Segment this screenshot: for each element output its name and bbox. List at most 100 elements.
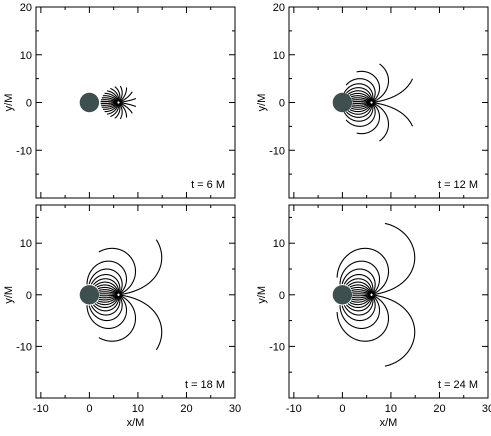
field-line xyxy=(101,97,118,103)
field-line xyxy=(88,268,123,295)
field-line xyxy=(345,78,376,102)
field-line xyxy=(99,293,118,296)
field-line xyxy=(119,102,128,118)
field-line xyxy=(97,295,119,303)
field-line xyxy=(351,295,371,301)
field-line xyxy=(100,101,118,103)
field-line xyxy=(343,103,374,122)
field-lines xyxy=(332,222,416,367)
y-tick-label: 20 xyxy=(20,2,32,14)
field-line xyxy=(341,268,376,295)
field-line xyxy=(352,294,371,297)
field-line xyxy=(110,87,120,102)
field-line xyxy=(100,99,118,103)
field-line xyxy=(351,291,371,295)
plot-frame xyxy=(288,6,489,199)
y-tick-label: 0 xyxy=(279,290,285,302)
field-line xyxy=(372,102,390,142)
field-line xyxy=(98,247,137,295)
panel-t18: -10 0 10 -10 0 10 20 30 y/M x/M t = 18 M xyxy=(3,204,241,429)
y-tick-label: 10 xyxy=(20,50,32,62)
x-tick-label: -10 xyxy=(33,403,49,415)
field-line xyxy=(119,98,137,103)
black-hole xyxy=(79,92,100,113)
field-line xyxy=(114,86,121,102)
field-line xyxy=(339,295,381,329)
field-line xyxy=(372,294,416,367)
field-line xyxy=(98,291,118,295)
field-line xyxy=(104,103,119,113)
field-line xyxy=(97,286,119,295)
field-line xyxy=(86,260,128,295)
time-label: t = 12 M xyxy=(438,179,478,191)
field-line xyxy=(102,95,119,102)
y-axis-title: y/M xyxy=(3,286,15,304)
y-tick-label: 10 xyxy=(273,50,285,62)
field-line xyxy=(356,102,381,135)
y-tick-label: 20 xyxy=(273,2,285,14)
field-line xyxy=(352,101,371,103)
field-line xyxy=(119,102,133,114)
y-tick-label: 10 xyxy=(20,238,32,250)
field-line xyxy=(349,295,372,306)
y-tick-label: -10 xyxy=(16,341,32,353)
field-line xyxy=(102,103,119,110)
y-axis-title: y/M xyxy=(256,94,268,112)
field-line xyxy=(104,92,119,102)
field-line xyxy=(93,278,120,294)
field-line xyxy=(118,103,123,120)
field-line xyxy=(343,83,374,102)
field-line xyxy=(119,102,137,107)
field-line xyxy=(119,239,163,296)
field-line xyxy=(351,102,371,108)
field-line xyxy=(106,103,119,115)
field-line xyxy=(341,295,376,322)
field-line xyxy=(119,87,128,103)
field-line xyxy=(98,294,118,299)
field-line xyxy=(98,295,118,301)
plot-frame xyxy=(35,6,236,199)
field-line xyxy=(86,295,128,329)
panel-t24: -10 0 10 -10 0 10 20 30 y/M x/M t = 24 M xyxy=(256,204,491,429)
field-line xyxy=(372,102,413,127)
y-tick-label: 0 xyxy=(26,290,32,302)
field-line xyxy=(110,103,120,118)
field-line xyxy=(343,295,374,316)
x-axis-title: x/M xyxy=(380,417,398,429)
y-tick-label: -10 xyxy=(269,341,285,353)
field-line xyxy=(100,102,118,106)
field-line xyxy=(350,295,372,303)
field-line xyxy=(346,296,373,312)
x-tick-label: 0 xyxy=(86,403,92,415)
field-line xyxy=(93,296,120,312)
x-tick-label: 30 xyxy=(482,403,491,415)
field-line xyxy=(114,103,121,119)
field-line xyxy=(346,87,373,102)
field-line xyxy=(347,281,372,294)
field-line xyxy=(346,103,373,118)
field-line xyxy=(356,70,381,103)
field-line xyxy=(351,97,371,103)
time-label: t = 6 M xyxy=(191,179,225,191)
time-label: t = 18 M xyxy=(185,379,225,391)
y-tick-label: 0 xyxy=(26,98,32,110)
field-line xyxy=(96,295,119,306)
field-line xyxy=(350,103,372,110)
field-line xyxy=(346,278,373,294)
black-hole xyxy=(79,285,100,305)
field-line xyxy=(339,260,381,295)
field-line xyxy=(349,103,372,113)
y-axis-title: y/M xyxy=(256,286,268,304)
x-tick-label: 30 xyxy=(229,403,241,415)
field-lines xyxy=(79,239,163,351)
field-line xyxy=(98,294,137,342)
field-line xyxy=(119,294,163,351)
field-line xyxy=(350,95,372,102)
field-line xyxy=(372,78,413,103)
y-tick-label: 0 xyxy=(279,98,285,110)
field-line xyxy=(343,274,374,294)
field-line xyxy=(372,63,390,103)
field-line xyxy=(349,284,372,294)
field-line xyxy=(352,293,371,296)
x-tick-label: 20 xyxy=(433,403,445,415)
